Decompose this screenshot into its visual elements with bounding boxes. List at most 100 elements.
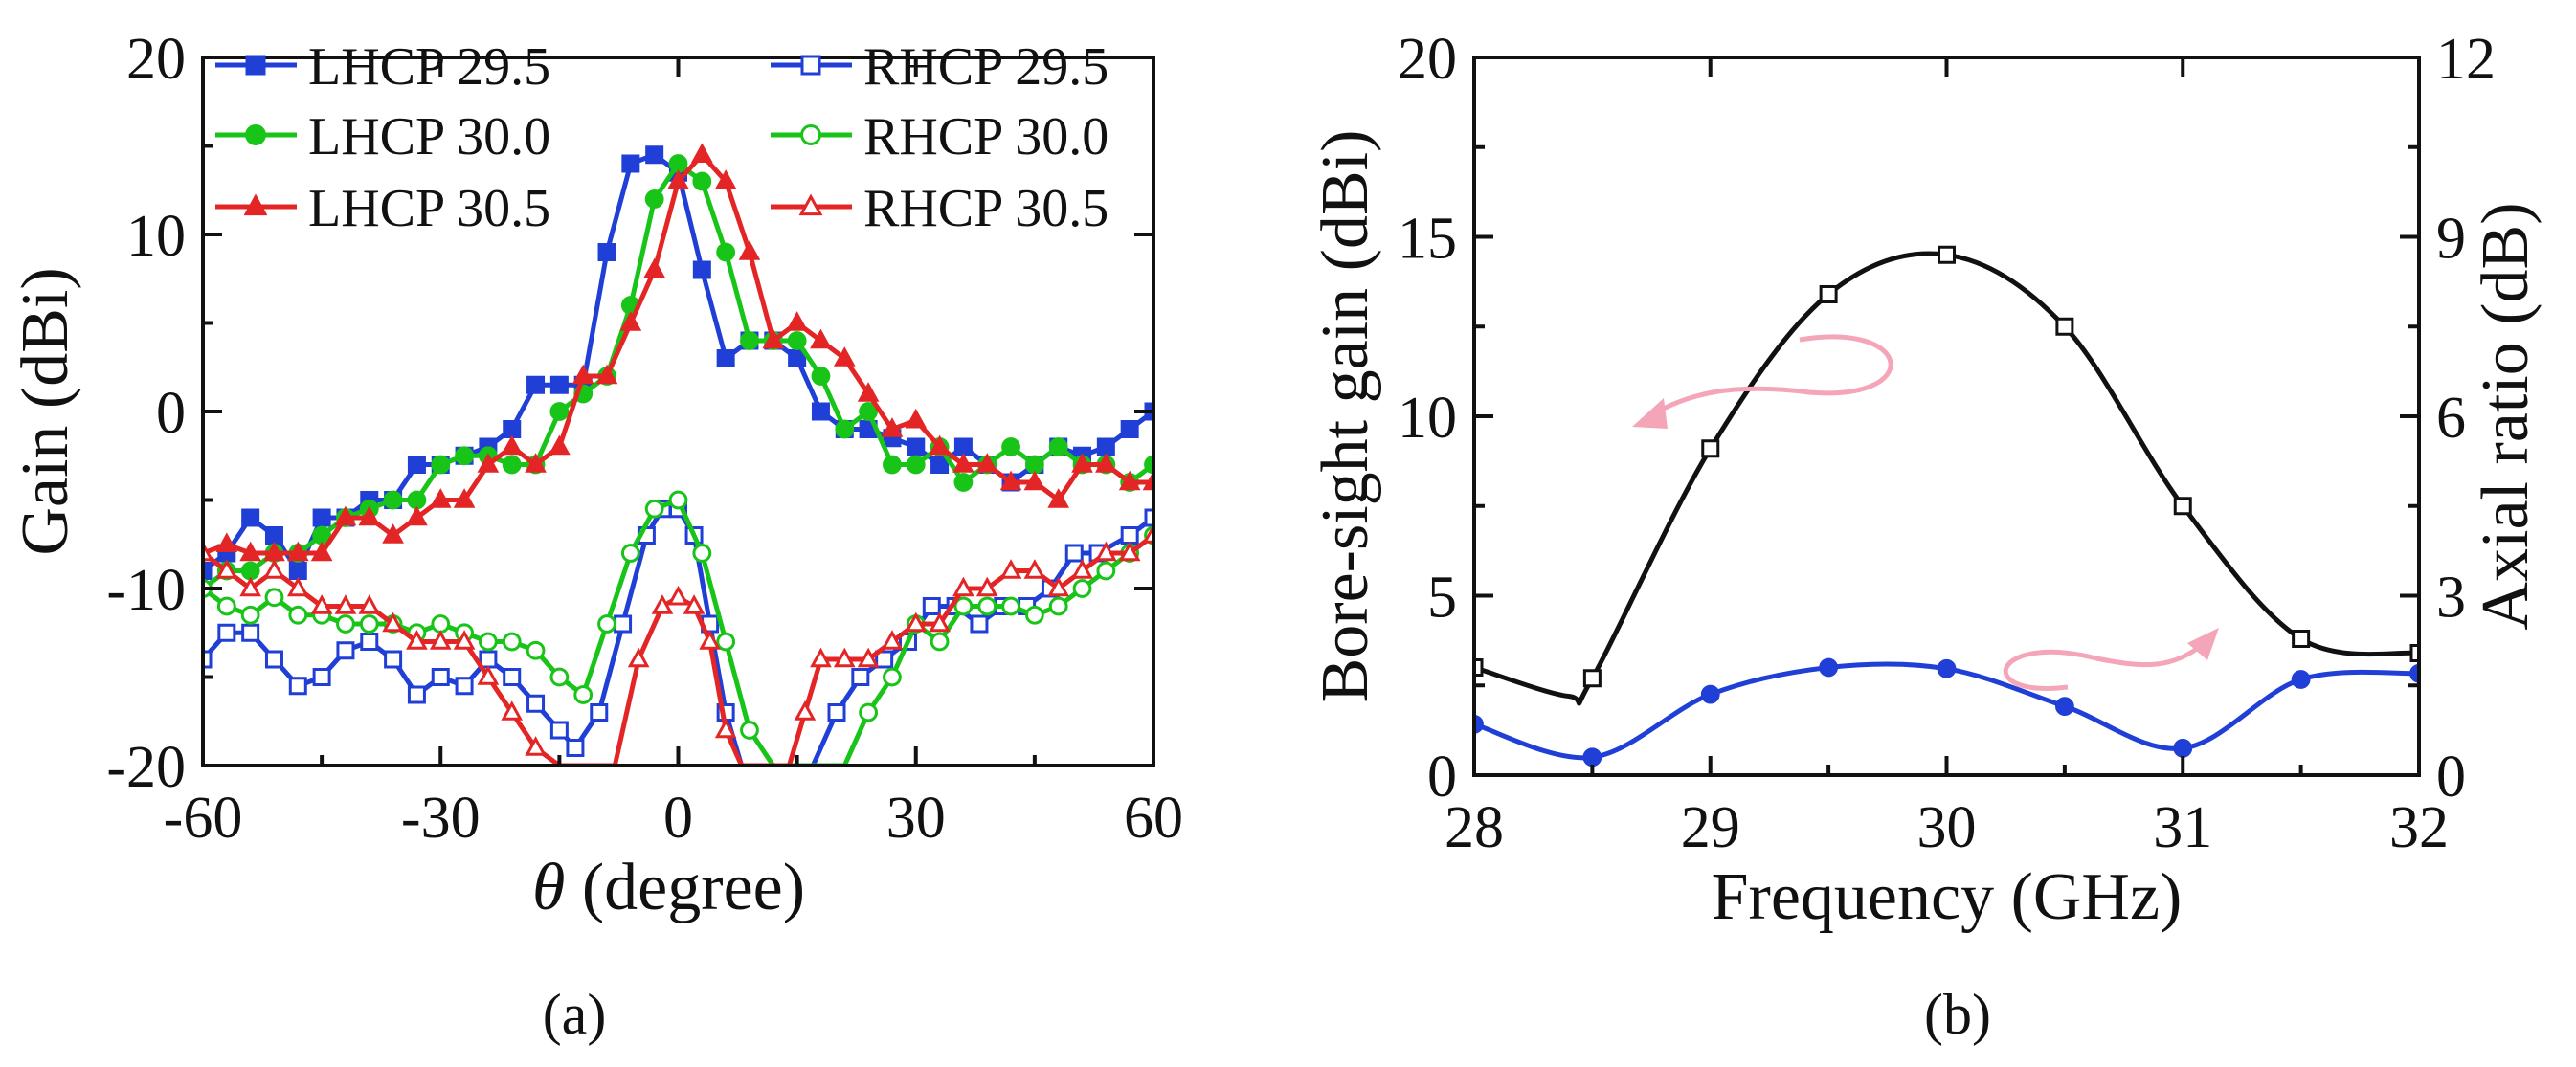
data-point	[595, 364, 618, 385]
data-point	[215, 532, 238, 553]
data-point	[336, 614, 355, 634]
data-point	[970, 614, 989, 634]
data-point	[1120, 420, 1139, 438]
y-axis-title-a: Gain (dBi)	[9, 267, 82, 555]
data-point	[429, 488, 452, 508]
x-tick-label: 0	[663, 786, 693, 851]
data-point	[905, 611, 928, 633]
data-point	[929, 434, 951, 456]
data-point	[479, 632, 498, 652]
data-point	[827, 703, 846, 722]
data-point	[431, 668, 450, 686]
data-point	[953, 437, 973, 456]
y-tick-label: 15	[1398, 207, 1457, 272]
x-tick-label: 31	[2153, 795, 2212, 860]
data-point	[975, 453, 998, 473]
data-point	[288, 562, 307, 580]
data-point	[1001, 596, 1020, 616]
y-tick-label: 0	[1427, 745, 1457, 810]
data-point	[453, 488, 476, 508]
data-point	[810, 328, 832, 349]
data-point	[1700, 684, 1720, 704]
data-point	[787, 331, 807, 350]
data-point	[477, 453, 500, 473]
data-point	[667, 585, 689, 606]
data-point	[502, 632, 522, 652]
data-point	[1474, 714, 1484, 734]
y-tick-label: -20	[106, 735, 186, 800]
data-point	[714, 718, 737, 739]
data-point	[692, 260, 711, 279]
data-point	[264, 526, 283, 545]
data-point	[203, 562, 213, 580]
data-point	[501, 700, 524, 721]
data-point	[217, 623, 236, 642]
legend-label: RHCP 30.5	[863, 179, 1109, 238]
data-point	[794, 700, 817, 721]
data-point	[1095, 541, 1117, 562]
x-axis-unit: (degree)	[582, 851, 805, 924]
data-point	[359, 614, 379, 634]
data-point	[930, 456, 950, 474]
y-tick-label: 0	[156, 381, 186, 446]
data-point	[643, 257, 666, 278]
data-point	[881, 630, 904, 650]
legend-marker	[245, 124, 266, 145]
data-point	[2409, 644, 2419, 662]
data-point	[1582, 747, 1602, 767]
data-point	[668, 490, 688, 510]
data-point	[1023, 470, 1046, 491]
boresight-gain-line	[1474, 251, 2419, 706]
data-point	[2291, 670, 2311, 689]
data-point	[526, 694, 546, 713]
data-point	[216, 596, 236, 616]
data-point	[644, 189, 664, 209]
data-point	[310, 541, 333, 562]
data-point	[1118, 541, 1141, 562]
data-point	[699, 630, 721, 650]
data-point	[503, 420, 522, 438]
data-point	[930, 632, 950, 652]
data-point	[906, 455, 926, 475]
data-point	[716, 632, 736, 652]
data-point	[1048, 437, 1068, 456]
data-point	[1024, 455, 1044, 475]
left-axis-arrow	[1640, 334, 1893, 424]
data-point	[263, 559, 285, 579]
data-point	[310, 594, 333, 614]
data-point	[857, 382, 880, 402]
data-point	[1937, 658, 1957, 678]
data-point	[407, 685, 426, 704]
data-point	[883, 455, 902, 475]
data-point	[922, 597, 941, 615]
data-point	[358, 594, 381, 614]
data-point	[716, 349, 735, 367]
data-point	[1142, 470, 1154, 491]
data-point	[597, 243, 616, 261]
data-point	[288, 677, 307, 696]
y-axis-title-b: Bore-sight gain (dBi)	[1309, 130, 1382, 703]
data-point	[431, 455, 451, 475]
y-tick-label: 20	[126, 27, 186, 92]
panel-label-b: (b)	[1924, 983, 1991, 1046]
data-point	[716, 242, 736, 262]
data-point	[479, 650, 498, 669]
legend-marker	[243, 193, 268, 216]
data-point	[573, 685, 594, 704]
data-point	[1120, 526, 1139, 545]
data-point	[1001, 437, 1020, 456]
data-point	[240, 605, 260, 625]
legend-label: RHCP 30.0	[863, 107, 1109, 167]
data-point	[1819, 285, 1838, 303]
data-point	[334, 594, 357, 614]
data-point	[501, 434, 524, 456]
data-point	[2173, 497, 2192, 516]
data-point	[241, 508, 260, 527]
x-axis-title-b: Frequency (GHz)	[1712, 860, 2183, 934]
x-tick-label: 30	[1917, 795, 1977, 860]
data-point	[1474, 658, 1484, 677]
data-point	[851, 668, 870, 686]
data-point	[1582, 669, 1602, 688]
data-point	[1048, 596, 1068, 616]
data-point	[549, 434, 571, 456]
